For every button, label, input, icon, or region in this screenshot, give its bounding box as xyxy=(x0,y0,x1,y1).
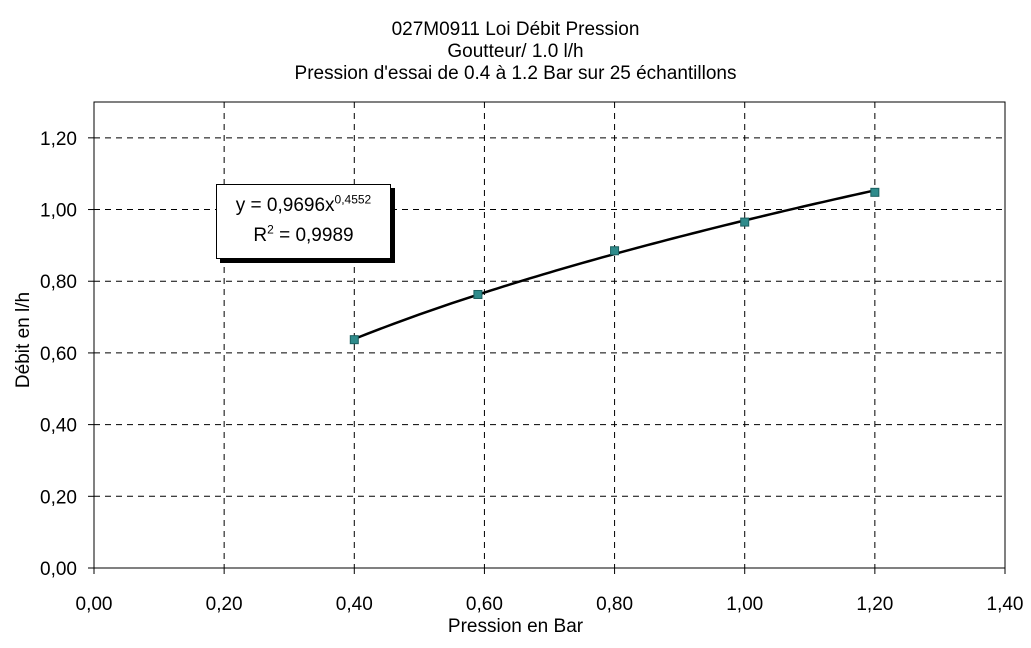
trendline-equation: y = 0,9696x0,4552 xyxy=(217,192,390,217)
r-squared-value: = 0,9989 xyxy=(273,225,354,246)
x-tick-label: 0,60 xyxy=(466,594,503,615)
x-axis-label: Pression en Bar xyxy=(447,616,584,637)
equation-exponent: 0,4552 xyxy=(334,192,372,207)
x-tick-label: 1,00 xyxy=(726,594,763,615)
y-tick-label: 1,00 xyxy=(40,201,77,222)
x-tick-label: 0,40 xyxy=(336,594,373,615)
plot-area-border xyxy=(93,101,1006,569)
x-tick-label: 0,80 xyxy=(596,594,633,615)
y-tick-label: 0,60 xyxy=(40,344,77,365)
y-axis-label: Débit en l/h xyxy=(13,291,34,389)
x-tick-label: 0,00 xyxy=(76,594,113,615)
data-point xyxy=(349,335,359,345)
y-tick-label: 0,40 xyxy=(40,416,77,437)
r-squared: R2 = 0,9989 xyxy=(217,222,390,247)
x-tick-label: 1,20 xyxy=(856,594,893,615)
y-tick-label: 1,20 xyxy=(40,129,77,150)
trendline-equation-box: y = 0,9696x0,4552 R2 = 0,9989 xyxy=(216,184,391,259)
data-point xyxy=(610,246,620,256)
equation-text: y = 0,9696x xyxy=(235,195,335,216)
y-tick-label: 0,00 xyxy=(40,559,77,580)
r-squared-prefix: R xyxy=(253,225,268,246)
data-point xyxy=(870,187,880,197)
y-tick-label: 0,20 xyxy=(40,487,77,508)
data-point xyxy=(473,289,483,299)
chart-title-line-3: Pression d'essai de 0.4 à 1.2 Bar sur 25… xyxy=(294,63,737,84)
chart-title-line-1: 027M0911 Loi Débit Pression xyxy=(391,19,640,40)
data-point xyxy=(740,217,750,227)
chart-title-line-2: Goutteur/ 1.0 l/h xyxy=(447,41,584,62)
y-tick-label: 0,80 xyxy=(40,272,77,293)
x-tick-label: 0,20 xyxy=(206,594,243,615)
x-tick-label: 1,40 xyxy=(987,594,1024,615)
r-squared-exponent: 2 xyxy=(267,222,274,237)
